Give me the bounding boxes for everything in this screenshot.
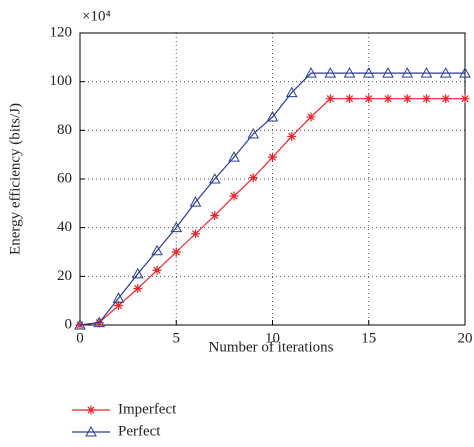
marker [131,267,144,279]
y-multiplier: ×10⁴ [82,8,111,24]
marker [248,173,258,183]
marker [189,196,202,207]
marker [305,67,317,78]
x-tick-label: 10 [265,330,280,346]
marker [345,94,354,104]
marker [114,301,123,311]
marker [171,247,181,257]
plot-frame [79,32,466,326]
y-axis-label: Energy efficiency (bits/J) [7,103,23,255]
marker [401,67,414,78]
marker [306,112,316,122]
marker [151,244,163,256]
y-tick-label: 120 [50,24,73,40]
marker [439,67,452,78]
marker [324,67,337,78]
marker [285,86,298,98]
marker [325,94,335,104]
marker [208,172,221,184]
marker [268,152,277,162]
x-tick-label: 0 [76,330,84,346]
marker [422,94,431,104]
legend-label: Imperfect [118,401,177,417]
x-tick-label: 20 [458,330,473,346]
marker [383,94,393,104]
y-tick-label: 40 [57,219,72,235]
marker [343,67,356,78]
legend-label: Perfect [118,423,161,439]
marker [441,94,451,104]
marker [170,221,183,233]
marker [74,318,86,330]
marker [364,94,374,104]
y-tick-label: 20 [57,268,72,284]
marker [133,284,143,293]
marker [152,265,162,275]
y-tick-label: 0 [65,316,73,332]
x-tick-label: 5 [173,330,181,346]
marker [266,110,279,122]
y-tick-label: 60 [57,170,72,186]
marker [191,229,200,239]
legend-marker [86,405,96,415]
marker [362,67,375,78]
marker [247,127,260,139]
marker [228,151,240,162]
x-tick-label: 15 [361,330,376,346]
marker [382,67,394,78]
marker [210,211,220,220]
marker [420,67,433,78]
marker [460,94,470,104]
y-tick-label: 100 [50,73,73,89]
x-axis-label: Number of iterations [209,339,334,355]
y-tick-label: 80 [57,122,72,138]
marker [93,316,106,328]
marker [402,94,412,104]
legend-marker [85,425,97,437]
series-line [79,72,465,326]
marker [112,292,125,303]
marker [229,191,239,201]
marker [287,131,297,141]
marker [459,67,471,78]
